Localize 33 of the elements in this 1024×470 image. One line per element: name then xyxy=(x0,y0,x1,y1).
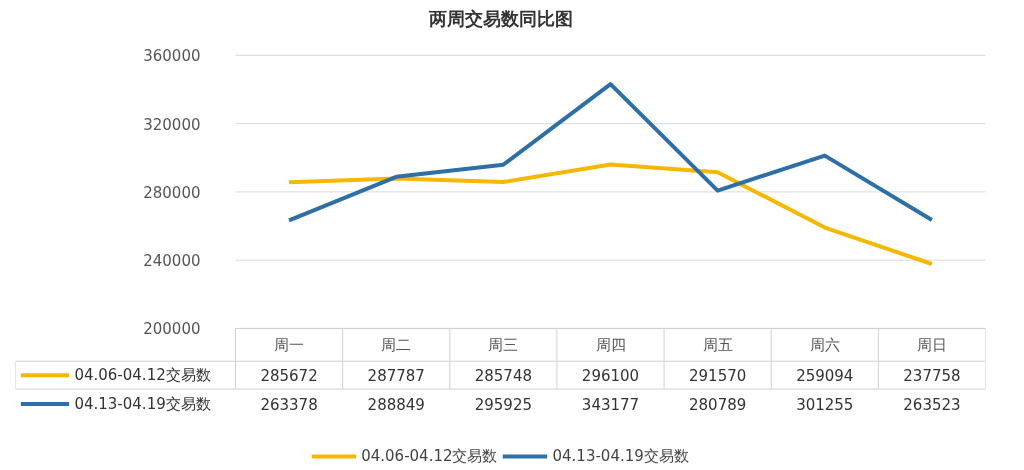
y-tick-label: 280000 xyxy=(143,183,201,202)
data-label: 263523 xyxy=(903,395,961,414)
data-label: 301255 xyxy=(796,395,854,414)
x-tick-label: 周三 xyxy=(488,335,519,354)
data-label: 263378 xyxy=(260,395,318,414)
data-label: 285748 xyxy=(474,367,532,386)
data-label: 285672 xyxy=(260,367,318,386)
data-label: 259094 xyxy=(796,367,854,386)
data-label: 343177 xyxy=(581,395,640,414)
data-label: 296100 xyxy=(581,367,640,386)
y-tick-label: 320000 xyxy=(143,115,201,134)
data-label: 288849 xyxy=(367,395,425,414)
chart-title: 两周交易数同比图 xyxy=(427,7,573,29)
x-tick-label: 周六 xyxy=(809,335,840,354)
x-tick-label: 周五 xyxy=(702,335,733,354)
y-tick-label: 240000 xyxy=(143,252,201,271)
line-series xyxy=(287,162,934,267)
x-tick-label: 周一 xyxy=(274,335,305,354)
x-tick-label: 周四 xyxy=(595,335,626,354)
y-tick-label: 360000 xyxy=(143,47,201,66)
data-label: 295925 xyxy=(474,395,532,414)
data-label: 280789 xyxy=(689,395,747,414)
data-label: 291570 xyxy=(689,367,747,386)
data-label: 287787 xyxy=(367,367,425,386)
x-tick-label: 周日 xyxy=(916,335,947,354)
text: 04.13-04.19交易数 xyxy=(552,446,689,465)
data-label: 237758 xyxy=(903,367,961,386)
y-tick-label: 200000 xyxy=(143,320,201,339)
legend-label: 04.13-04.19交易数 xyxy=(74,394,211,413)
legend-label: 04.06-04.12交易数 xyxy=(74,366,211,385)
line-series xyxy=(287,82,934,223)
x-tick-label: 周二 xyxy=(381,335,412,354)
text: 04.06-04.12交易数 xyxy=(361,446,498,465)
